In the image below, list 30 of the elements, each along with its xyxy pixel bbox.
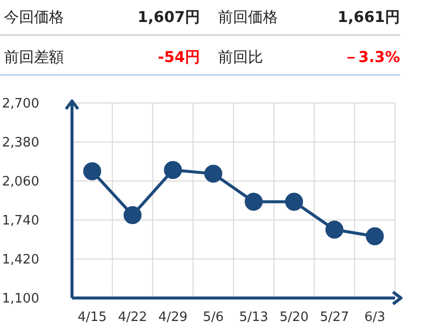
x-tick-label: 5/6 [202,310,224,326]
x-tick-label: 4/15 [78,310,107,326]
point [366,227,384,246]
text: 前回価格 [217,8,279,26]
y-tick-label: 1,100 [2,292,40,307]
x-tick-label: 4/29 [158,310,188,326]
y-tick-label: 2,060 [2,174,40,190]
point [244,192,263,211]
text: 前回差額 [3,48,65,66]
x-tick-label: 6/3 [364,310,386,326]
text: 1,607円 [136,8,200,26]
text: 前回比 [217,48,264,66]
text: －3.3% [342,48,400,66]
text: 今回価格 [3,8,65,26]
x-tick-label: 5/20 [279,310,309,326]
point [124,206,142,224]
text: -54円 [156,48,200,66]
y-tick-label: 2,700 [2,96,40,112]
x-tick-label: 5/13 [239,310,268,326]
point [164,161,182,180]
y-tick-label: 1,740 [2,214,40,229]
y-tick-label: 2,380 [2,136,40,151]
x-tick-label: 5/27 [320,310,350,326]
point [204,164,222,183]
point [325,220,344,239]
y-tick-label: 1,420 [2,252,40,268]
text: 1,661円 [336,8,400,26]
point [83,162,102,180]
point [285,192,304,211]
x-tick-label: 4/22 [118,310,148,326]
